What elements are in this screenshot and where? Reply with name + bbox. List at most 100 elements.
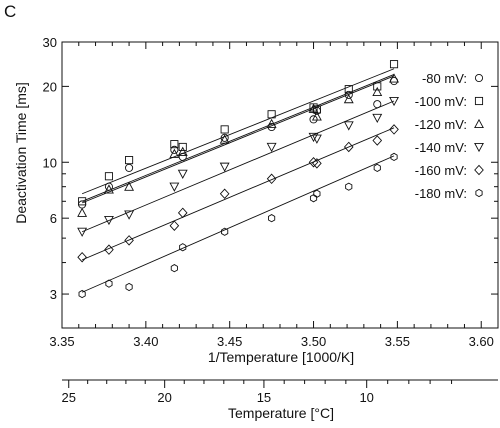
data-point [308,103,319,113]
y-tick-label: 3 [50,287,57,302]
data-point [124,181,135,191]
data-point [177,207,188,219]
legend: -80 mV: -100 mV: -120 mV: -140 mV: -160 mV: -… [415,71,484,201]
data-point [125,282,133,292]
data-point [104,244,114,255]
data-point [344,85,353,94]
data-point [308,132,319,143]
data-point [372,86,383,97]
data-point [373,82,382,91]
y-tick-label: 6 [50,211,57,226]
data-point [372,113,383,124]
data-markers [77,60,399,299]
tick-labels: 3.35 3.40 3.45 3.50 3.55 3.60 3 6 10 20 30 [43,35,494,349]
data-point [170,140,179,149]
data-point [343,93,354,104]
fit-line [81,75,395,204]
fit-line [81,155,395,293]
data-point [389,96,399,107]
fit-line [81,68,395,195]
axis-ticks [61,41,498,328]
data-point [77,251,87,263]
data-point [220,133,229,142]
data-point [177,146,188,156]
data-point [219,134,230,144]
legend-label: -140 mV: [415,140,467,155]
legend-label: -120 mV: [415,117,467,132]
legend-marker [474,118,484,129]
data-point [105,279,113,288]
secondary-axis: 25 20 15 10 [62,379,498,405]
data-point [267,110,276,119]
data-point [125,156,134,165]
y-axis-label: Deactivation Time [ms] [13,82,29,224]
data-point [313,189,321,198]
legend-marker [474,96,484,106]
data-point [372,135,383,146]
x-tick-label: 3.55 [385,334,410,349]
secondary-tick-label: 15 [257,390,271,405]
secondary-tick-label: 10 [359,390,373,405]
x-tick-label: 3.40 [133,334,158,349]
legend-marker [474,73,484,83]
data-point [389,73,399,83]
data-point [390,152,398,162]
data-point [311,111,322,121]
data-point [78,289,86,299]
data-point [77,227,88,237]
data-point [344,90,353,99]
data-point [219,162,230,172]
fit-line [81,127,395,261]
data-point [309,194,318,203]
legend-marker [475,188,483,198]
data-point [373,163,381,172]
data-point [124,210,135,220]
fit-lines [81,68,395,293]
data-point [345,182,353,191]
data-point [220,125,229,134]
x-tick-label: 3.35 [49,334,74,349]
legend-label: -160 mV: [415,163,467,178]
data-point [104,215,114,226]
data-point [169,182,180,192]
data-point [77,207,88,217]
data-point [308,156,319,168]
y-tick-label: 30 [43,35,57,50]
secondary-tick-label: 25 [62,390,76,405]
y-tick-label: 10 [43,155,57,170]
legend-label: -180 mV: [415,186,467,201]
data-point [343,121,354,131]
secondary-tick-label: 20 [157,390,171,405]
data-point [124,235,134,246]
data-point [104,172,114,181]
data-point [343,141,354,153]
data-point [125,163,134,172]
data-point [373,100,382,109]
data-point [104,182,114,191]
data-point [169,148,180,158]
data-point [268,214,276,223]
legend-marker [474,142,484,153]
data-point [309,115,318,124]
x-axis-label: 1/Temperature [1000/K] [208,349,354,365]
data-point [178,152,187,161]
data-point [104,184,114,194]
secondary-x-axis-label: Temperature [°C] [228,405,334,421]
data-point [266,142,277,153]
data-point [179,243,187,252]
legend-label: -100 mV: [415,94,467,109]
data-point [266,118,277,128]
data-point [311,134,322,144]
panel-label: C [4,2,17,21]
data-point [169,220,180,231]
fit-line [81,74,395,202]
data-point [266,173,277,185]
data-point [389,124,399,135]
data-point [170,264,178,273]
x-tick-label: 3.50 [301,334,326,349]
data-point [78,197,87,206]
data-point [312,158,322,169]
y-tick-label: 20 [43,79,57,94]
data-point [221,227,229,236]
